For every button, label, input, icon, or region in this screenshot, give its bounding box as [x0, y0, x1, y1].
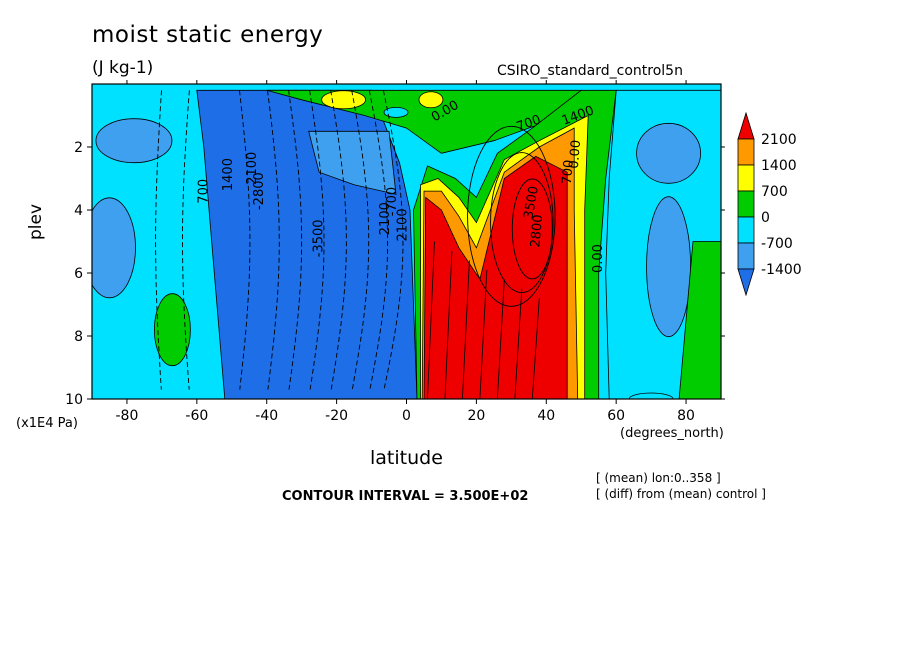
x-tick-label: -60 — [185, 408, 208, 424]
chart-title: moist static energy — [92, 22, 324, 48]
contour-label: 1400 — [221, 158, 236, 191]
field-region — [95, 118, 173, 164]
contour-line-negative — [182, 90, 190, 390]
colorbar-swatch — [737, 190, 755, 218]
contour-line-positive — [511, 178, 553, 280]
contour-label: 0.00 — [591, 244, 606, 273]
contour-line-negative — [155, 90, 162, 390]
contour-label: 2800 — [528, 214, 546, 248]
x-tick-label: 40 — [537, 408, 555, 424]
contour-line-positive — [496, 279, 505, 399]
x-axis-units: (degrees_north) — [620, 426, 724, 441]
contour-line-positive — [427, 241, 435, 399]
contour-line-negative — [330, 90, 347, 390]
colorbar-label: 0 — [761, 210, 770, 226]
x-axis: -80 -60 -40 -20 0 20 40 60 80 — [116, 80, 695, 424]
colorbar-swatch — [737, 242, 755, 270]
contour-interval: CONTOUR INTERVAL = 3.500E+02 — [282, 489, 529, 504]
contour-line-negative — [382, 90, 404, 390]
contour-label: 2100 — [378, 202, 393, 235]
colorbar-swatch — [737, 164, 755, 192]
x-tick-label: -20 — [325, 408, 348, 424]
colorbar-label: -1400 — [761, 262, 802, 278]
contour-label: 700 — [560, 159, 577, 185]
contour-label: -700 — [385, 187, 400, 217]
field-region — [418, 91, 444, 109]
contour-line-positive — [462, 260, 470, 399]
field-region — [308, 130, 397, 195]
contour-label: 2100 — [245, 152, 260, 185]
colorbar-swatch — [737, 268, 755, 297]
field-region — [321, 90, 367, 110]
field-region — [383, 106, 409, 118]
note-mean: [ (mean) lon:0..358 ] — [596, 471, 721, 485]
y-axis-label: plev — [26, 203, 46, 240]
y-axis: 2 4 6 8 10 — [65, 140, 725, 408]
x-tick-label: 80 — [677, 408, 695, 424]
colorbar-swatch — [737, 216, 755, 244]
x-tick-label: 20 — [467, 408, 485, 424]
y-tick-label: 8 — [74, 329, 83, 345]
contour-line-negative — [351, 90, 370, 390]
contour-label: -3500 — [312, 219, 327, 257]
contour-line-negative — [239, 90, 251, 390]
contour-line-negative — [267, 90, 280, 390]
colorbar-label: 2100 — [761, 132, 797, 148]
colorbar-label: 700 — [761, 184, 788, 200]
x-tick-label: 0 — [402, 408, 411, 424]
field-region — [636, 122, 701, 184]
contour-label: 700 — [196, 179, 211, 204]
contour-line-negative — [309, 90, 325, 390]
y-tick-label: 6 — [74, 266, 83, 282]
contour-label: 0.00 — [567, 139, 584, 169]
y-tick-label: 4 — [74, 203, 83, 219]
contour-line-positive — [514, 288, 523, 399]
field-region — [678, 241, 721, 399]
colorbar-label: -700 — [761, 236, 793, 252]
y-tick-label: 10 — [65, 392, 83, 408]
contour-line-negative — [368, 90, 389, 390]
x-axis-label: latitude — [370, 447, 443, 469]
chart-units: (J kg-1) — [92, 58, 154, 78]
colorbar-swatch — [737, 138, 755, 166]
colorbar: 2100 1400 700 0 -700 -1400 — [737, 111, 802, 297]
contour-label: 3500 — [521, 185, 542, 220]
plot-area — [92, 84, 721, 399]
x-tick-label: 60 — [607, 408, 625, 424]
field-region — [153, 293, 191, 367]
field-region — [646, 196, 691, 338]
contour-line-negative — [288, 90, 303, 390]
colorbar-label: 1400 — [761, 158, 797, 174]
contour-line-positive — [444, 250, 453, 399]
contour-line-positive — [531, 298, 540, 399]
contour-line-positive — [467, 125, 556, 307]
field-region — [628, 392, 674, 399]
note-diff: [ (diff) from (mean) control ] — [596, 487, 766, 501]
field-region — [92, 197, 136, 299]
colorbar-swatch — [737, 111, 755, 140]
x-tick-label: -80 — [116, 408, 139, 424]
run-name: CSIRO_standard_control5n — [497, 63, 683, 79]
x-tick-label: -40 — [255, 408, 278, 424]
y-axis-units: (x1E4 Pa) — [16, 416, 78, 431]
y-tick-label: 2 — [74, 140, 83, 156]
field-region — [423, 155, 568, 399]
contour-label: 2100 — [396, 208, 411, 241]
contour-label: -2800 — [252, 172, 267, 210]
contour-line-positive — [479, 269, 488, 399]
